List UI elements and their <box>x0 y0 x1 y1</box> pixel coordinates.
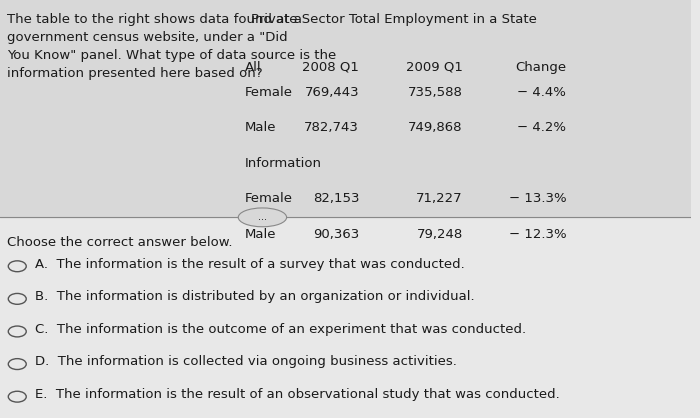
Text: − 4.4%: − 4.4% <box>517 86 566 99</box>
Text: Change: Change <box>515 61 566 74</box>
Text: C.  The information is the outcome of an experiment that was conducted.: C. The information is the outcome of an … <box>34 323 526 336</box>
Text: Private Sector Total Employment in a State: Private Sector Total Employment in a Sta… <box>251 13 537 25</box>
Text: Information: Information <box>245 157 322 170</box>
Text: − 13.3%: − 13.3% <box>509 192 566 205</box>
Text: Female: Female <box>245 192 293 205</box>
Text: 82,153: 82,153 <box>313 192 359 205</box>
Text: D.  The information is collected via ongoing business activities.: D. The information is collected via ongo… <box>34 355 456 369</box>
Text: 2009 Q1: 2009 Q1 <box>406 61 463 74</box>
Text: 769,443: 769,443 <box>304 86 359 99</box>
Text: E.  The information is the result of an observational study that was conducted.: E. The information is the result of an o… <box>34 388 559 401</box>
Text: B.  The information is distributed by an organization or individual.: B. The information is distributed by an … <box>34 290 474 303</box>
Text: 2008 Q1: 2008 Q1 <box>302 61 359 74</box>
Text: The table to the right shows data found at a
government census website, under a : The table to the right shows data found … <box>7 13 336 79</box>
Text: 90,363: 90,363 <box>313 228 359 241</box>
Text: 749,868: 749,868 <box>408 121 463 134</box>
Text: 71,227: 71,227 <box>416 192 463 205</box>
Text: All: All <box>245 61 262 74</box>
Text: ...: ... <box>258 212 267 222</box>
Text: − 12.3%: − 12.3% <box>509 228 566 241</box>
Text: Male: Male <box>245 121 276 134</box>
Text: A.  The information is the result of a survey that was conducted.: A. The information is the result of a su… <box>34 257 464 271</box>
Text: 79,248: 79,248 <box>416 228 463 241</box>
Bar <box>0 0 691 217</box>
Text: Male: Male <box>245 228 276 241</box>
Text: 735,588: 735,588 <box>408 86 463 99</box>
Text: − 4.2%: − 4.2% <box>517 121 566 134</box>
Text: 782,743: 782,743 <box>304 121 359 134</box>
Text: Choose the correct answer below.: Choose the correct answer below. <box>7 236 232 249</box>
Text: Female: Female <box>245 86 293 99</box>
Ellipse shape <box>238 208 286 227</box>
